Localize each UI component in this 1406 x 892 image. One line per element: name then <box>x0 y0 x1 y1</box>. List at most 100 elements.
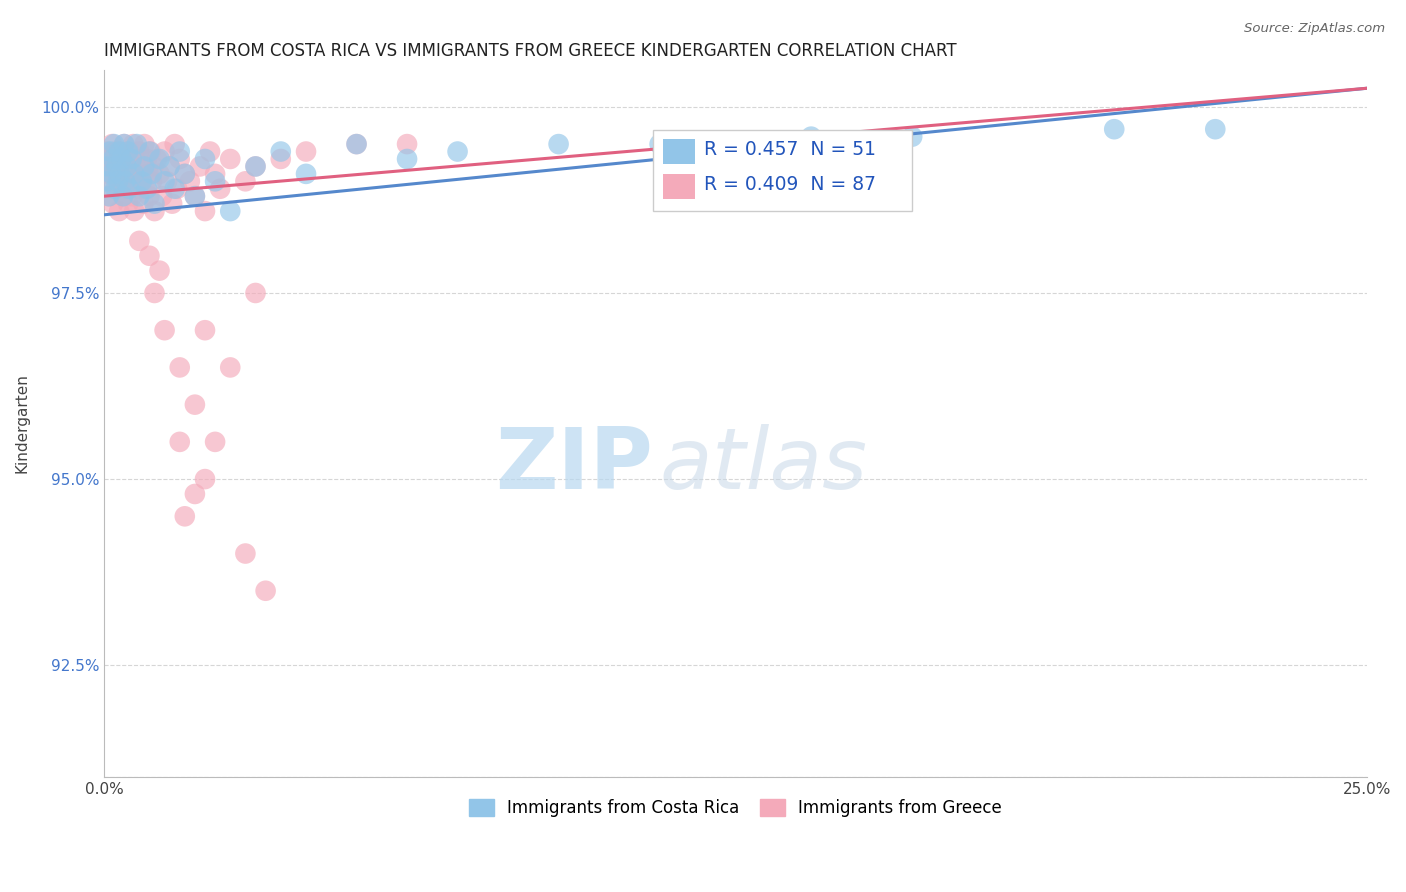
Y-axis label: Kindergarten: Kindergarten <box>15 374 30 473</box>
Point <box>124 167 146 181</box>
Text: R = 0.457  N = 51: R = 0.457 N = 51 <box>704 140 876 159</box>
Point <box>103 137 125 152</box>
Point <box>98 145 121 159</box>
Point <box>219 204 242 219</box>
Point <box>134 160 156 174</box>
Point <box>146 152 169 166</box>
Point <box>96 167 118 181</box>
Point <box>188 160 211 174</box>
Point <box>1102 122 1125 136</box>
Point <box>169 152 191 166</box>
Point <box>105 182 128 196</box>
Point <box>1204 122 1226 136</box>
Point <box>105 167 128 181</box>
Point <box>153 323 176 337</box>
Point <box>135 182 157 196</box>
Point <box>184 487 207 501</box>
Point <box>115 152 138 166</box>
Point <box>107 152 129 166</box>
Point <box>128 145 150 159</box>
Point <box>219 152 242 166</box>
Point <box>121 152 143 166</box>
Point <box>98 152 121 166</box>
Point <box>143 196 166 211</box>
Point <box>120 160 142 174</box>
Point <box>156 174 179 188</box>
Point <box>143 285 166 300</box>
Text: R = 0.409  N = 87: R = 0.409 N = 87 <box>704 176 876 194</box>
Point <box>194 152 217 166</box>
Point <box>245 160 267 174</box>
Point <box>100 167 122 181</box>
Point <box>295 145 318 159</box>
Point <box>184 189 207 203</box>
Point <box>198 145 221 159</box>
Point <box>134 182 156 196</box>
Point <box>235 174 257 188</box>
Point <box>648 137 671 152</box>
Point <box>115 160 138 174</box>
Point <box>148 167 170 181</box>
Point <box>901 129 924 144</box>
Point <box>112 137 135 152</box>
Point <box>209 182 232 196</box>
Point <box>194 204 217 219</box>
Text: Source: ZipAtlas.com: Source: ZipAtlas.com <box>1244 22 1385 36</box>
Bar <box>664 174 695 199</box>
Point <box>169 434 191 449</box>
Point <box>148 152 170 166</box>
Point <box>103 160 125 174</box>
Point <box>114 174 136 188</box>
Point <box>112 137 135 152</box>
Point <box>142 160 165 174</box>
Point <box>125 167 148 181</box>
Point <box>159 160 181 174</box>
Point <box>101 137 124 152</box>
Point <box>120 174 142 188</box>
Point <box>396 137 419 152</box>
Point <box>159 160 181 174</box>
Point <box>96 145 118 159</box>
Point <box>179 174 201 188</box>
Point <box>117 145 139 159</box>
Point <box>117 196 139 211</box>
Point <box>105 160 128 174</box>
Point <box>108 167 131 181</box>
Point <box>112 189 135 203</box>
Point <box>138 167 160 181</box>
Point <box>127 182 149 196</box>
Point <box>150 189 173 203</box>
Point <box>138 145 160 159</box>
Point <box>245 285 267 300</box>
Point <box>96 174 118 188</box>
Point <box>204 174 226 188</box>
Point <box>153 174 176 188</box>
Point <box>124 152 146 166</box>
Point <box>118 145 141 159</box>
Point <box>141 174 163 188</box>
Point <box>115 167 138 181</box>
Point <box>124 204 146 219</box>
Point <box>101 196 124 211</box>
Point <box>125 137 148 152</box>
Point <box>204 167 226 181</box>
Point <box>104 145 127 159</box>
Point <box>148 263 170 277</box>
Point <box>101 152 124 166</box>
Point <box>135 152 157 166</box>
Point <box>194 323 217 337</box>
Point <box>173 167 195 181</box>
Point <box>131 174 153 188</box>
Point <box>153 145 176 159</box>
Point <box>204 434 226 449</box>
Point <box>118 182 141 196</box>
Point <box>184 189 207 203</box>
Point <box>128 234 150 248</box>
Point <box>346 137 368 152</box>
Point <box>131 160 153 174</box>
Point <box>138 189 160 203</box>
Point <box>547 137 569 152</box>
Point <box>295 167 318 181</box>
Point <box>110 174 132 188</box>
Point <box>111 160 134 174</box>
